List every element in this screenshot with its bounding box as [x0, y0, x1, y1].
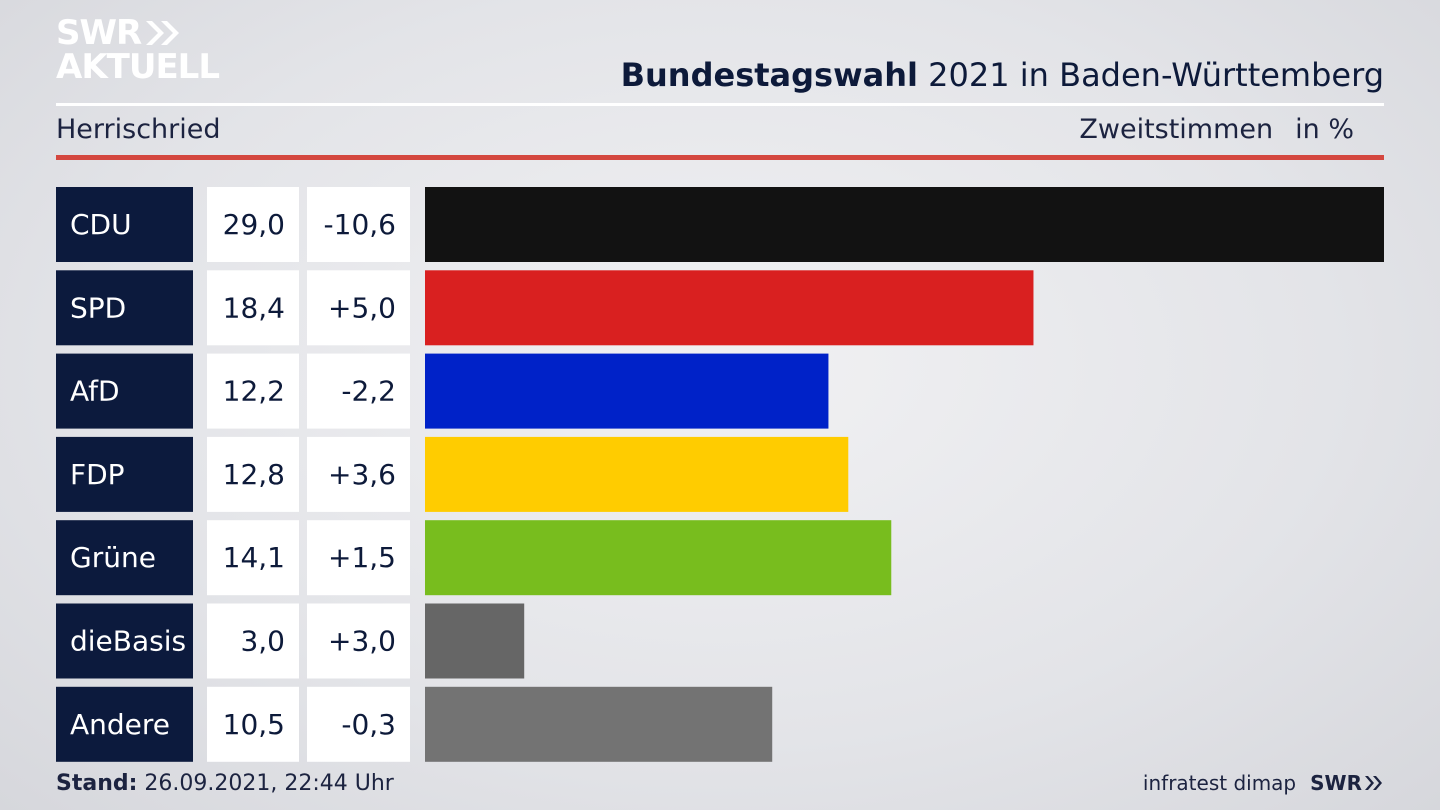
timestamp: Stand: 26.09.2021, 22:44 Uhr: [56, 771, 394, 796]
change-label: -0,3: [341, 708, 396, 741]
change-label: +5,0: [328, 291, 396, 324]
swr-aktuell-logo: SWR AKTUELL: [56, 13, 220, 87]
change-box: [307, 270, 410, 346]
logo-line-1: SWR: [56, 13, 142, 53]
party-label: Grüne: [70, 541, 156, 574]
value-box: [207, 353, 299, 429]
change-label: +3,0: [328, 625, 396, 658]
change-label: +1,5: [328, 541, 396, 574]
logo-line-2: AKTUELL: [56, 47, 220, 87]
value-box: [207, 187, 299, 262]
stand-value: 26.09.2021, 22:44 Uhr: [144, 771, 394, 796]
change-label: +3,6: [328, 458, 396, 491]
change-box: [307, 353, 410, 429]
value-box: [207, 520, 299, 596]
stand-label: Stand:: [56, 771, 138, 796]
party-label-box: [56, 436, 193, 512]
bar-cdu: [425, 187, 1384, 262]
change-label: -2,2: [341, 375, 396, 408]
brand-logo: SWR: [1310, 771, 1384, 795]
party-label: AfD: [70, 375, 120, 408]
value-label: 3,0: [240, 625, 285, 658]
measure-label: Zweitstimmen in %: [1079, 114, 1354, 145]
value-box: [207, 686, 299, 762]
change-box: [307, 603, 410, 679]
party-label-box: [56, 270, 193, 346]
bar-afd: [425, 353, 829, 429]
value-label: 14,1: [223, 541, 285, 574]
source-label: infratest dimap: [1142, 771, 1297, 795]
accent-divider: [56, 155, 1384, 160]
party-label: FDP: [70, 458, 125, 491]
value-label: 18,4: [223, 291, 285, 324]
value-label: 12,8: [223, 458, 285, 491]
value-box: [207, 603, 299, 679]
location-label: Herrischried: [56, 114, 221, 145]
bar-spd: [425, 270, 1034, 346]
value-box: [207, 270, 299, 346]
measure-name: Zweitstimmen: [1079, 114, 1274, 145]
bar-grüne: [425, 520, 892, 596]
footer-credits: infratest dimap SWR: [1143, 771, 1384, 795]
bar-andere: [425, 686, 773, 762]
party-label: CDU: [70, 208, 132, 241]
change-box: [307, 686, 410, 762]
header-divider: [56, 103, 1384, 106]
value-label: 12,2: [223, 375, 285, 408]
unit-label: in %: [1295, 114, 1354, 145]
bar-diebasis: [425, 603, 525, 679]
party-label-box: [56, 603, 193, 679]
change-box: [307, 436, 410, 512]
value-label: 10,5: [223, 708, 285, 741]
brand-label: SWR: [1310, 771, 1362, 795]
party-label-box: [56, 353, 193, 429]
party-label-box: [56, 520, 193, 596]
value-box: [207, 436, 299, 512]
party-label-box: [56, 686, 193, 762]
change-box: [307, 520, 410, 596]
chart-title: Bundestagswahl 2021 in Baden-Württemberg: [621, 56, 1384, 94]
party-label: Andere: [70, 708, 170, 741]
double-chevron-icon: [146, 21, 180, 45]
party-label: dieBasis: [70, 625, 186, 658]
double-chevron-icon: [1365, 776, 1382, 790]
title-rest: 2021 in Baden-Württemberg: [928, 56, 1384, 94]
party-label: SPD: [70, 291, 126, 324]
bar-fdp: [425, 436, 849, 512]
value-label: 29,0: [223, 208, 285, 241]
party-label-box: [56, 187, 193, 262]
change-label: -10,6: [324, 208, 396, 241]
change-box: [307, 187, 410, 262]
title-bold: Bundestagswahl: [620, 56, 918, 94]
